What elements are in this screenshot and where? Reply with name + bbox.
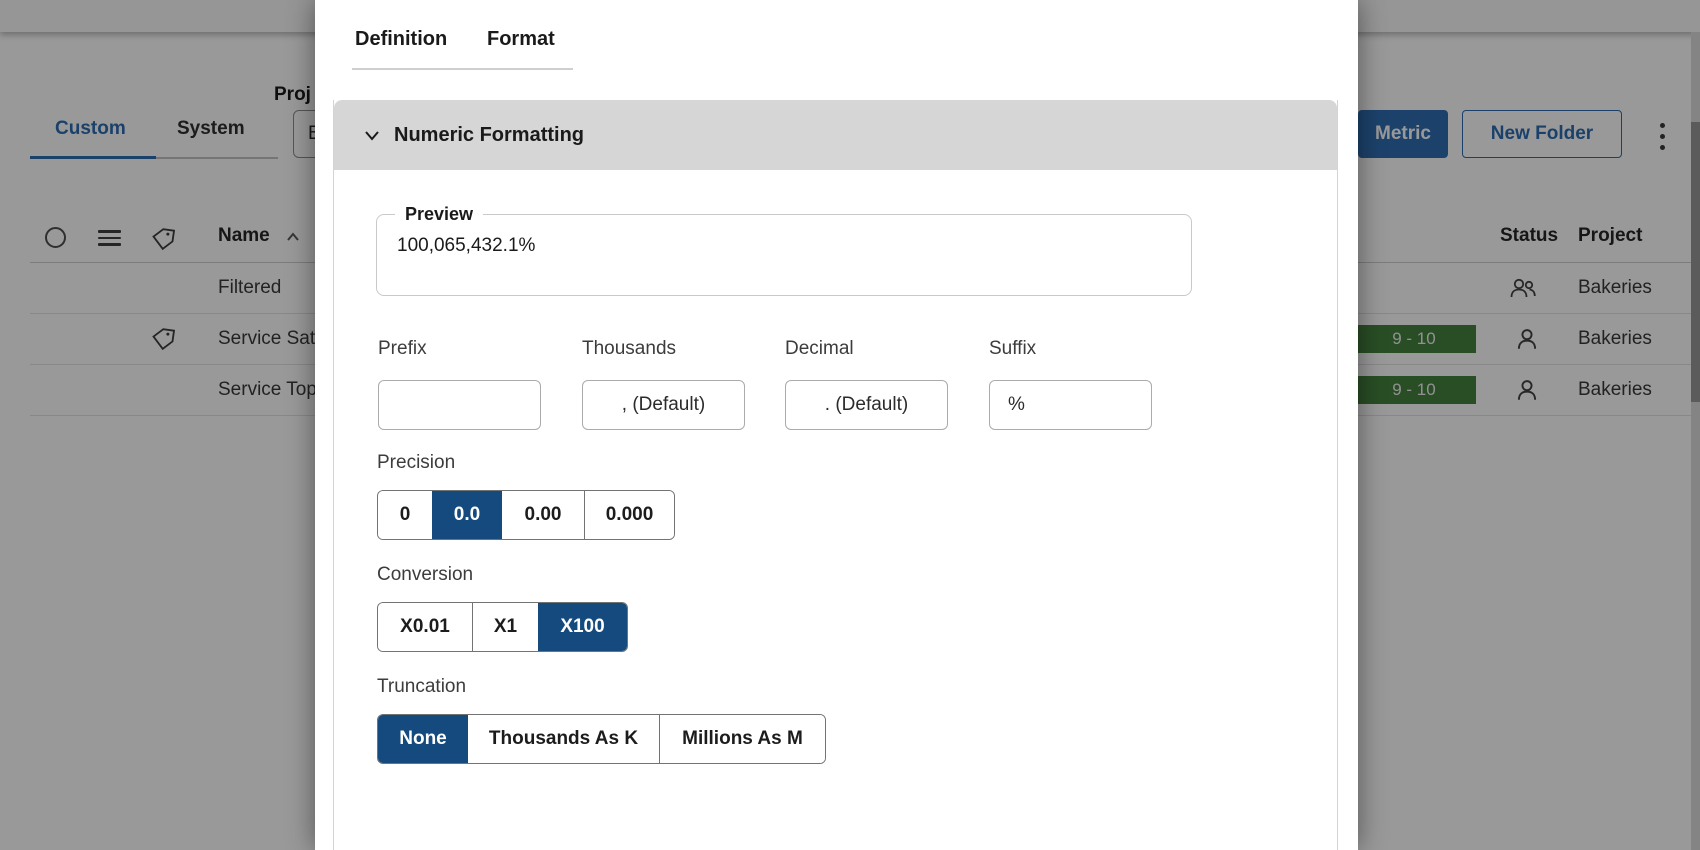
conversion-option-x100[interactable]: X100 [538,603,627,651]
tag-icon [150,326,176,352]
conversion-option-x1[interactable]: X1 [472,603,538,651]
preview-value: 100,065,432.1% [397,235,536,256]
people-icon [1508,276,1538,300]
truncation-label: Truncation [377,676,467,697]
column-header-project[interactable]: Project [1578,225,1643,246]
decimal-input[interactable] [785,380,948,430]
person-icon [1514,326,1540,352]
new-metric-button[interactable]: Metric [1358,110,1448,158]
thousands-input[interactable] [582,380,745,430]
suffix-label: Suffix [989,338,1037,359]
precision-option-0[interactable]: 0 [378,491,432,539]
row-name: Filtered [218,277,282,298]
row-name: Service Top B [218,379,335,400]
tab-format[interactable]: Format [487,28,555,50]
numeric-formatting-section: Numeric Formatting Preview 100,065,432.1… [333,100,1338,850]
prefix-label: Prefix [378,338,427,359]
metric-format-modal: Definition Format Numeric Formatting Pre… [315,0,1358,850]
precision-option-0.000[interactable]: 0.000 [584,491,674,539]
decimal-label: Decimal [785,338,854,359]
more-options-kebab-icon[interactable] [1652,112,1672,160]
thousands-label: Thousands [582,338,677,359]
person-icon [1514,377,1540,403]
chevron-down-icon [364,130,380,141]
column-header-name[interactable]: Name [218,225,270,246]
row-project: Bakeries [1578,277,1652,298]
preview-fieldset: Preview 100,065,432.1% [376,204,1192,296]
precision-control: 0 0.0 0.00 0.000 [377,490,675,540]
status-badge: 9 - 10 [1352,325,1476,353]
list-view-icon[interactable] [98,230,121,250]
numeric-formatting-header[interactable]: Numeric Formatting [334,100,1337,170]
preview-label: Preview [405,204,474,224]
precision-option-0.00[interactable]: 0.00 [502,491,584,539]
truncation-control: None Thousands As K Millions As M [377,714,826,764]
tab-bar-rule [156,157,278,159]
suffix-input[interactable] [989,380,1152,430]
project-filter-label: Proj [274,84,311,105]
tab-custom[interactable]: Custom [55,118,126,139]
conversion-option-x0.01[interactable]: X0.01 [378,603,472,651]
row-name: Service Satisf [218,328,335,349]
precision-option-0.0[interactable]: 0.0 [432,491,502,539]
status-badge: 9 - 10 [1352,376,1476,404]
truncation-option-thousands-as-k[interactable]: Thousands As K [468,715,659,763]
modal-tabs-rule [352,68,573,70]
prefix-input[interactable] [378,380,541,430]
tag-icon[interactable] [150,226,176,252]
select-all-circle[interactable] [45,227,66,248]
truncation-option-millions-as-m[interactable]: Millions As M [659,715,825,763]
new-folder-button[interactable]: New Folder [1462,110,1622,158]
conversion-label: Conversion [377,564,474,585]
conversion-control: X0.01 X1 X100 [377,602,628,652]
tab-definition[interactable]: Definition [355,28,448,50]
precision-label: Precision [377,452,456,473]
section-title: Numeric Formatting [394,123,585,146]
tab-system[interactable]: System [177,118,245,139]
column-header-status[interactable]: Status [1500,225,1559,246]
row-project: Bakeries [1578,379,1652,400]
truncation-option-none[interactable]: None [378,715,468,763]
sort-ascending-icon[interactable] [286,232,300,242]
row-project: Bakeries [1578,328,1652,349]
active-tab-underline [30,156,156,159]
page-scrollbar[interactable] [1691,32,1700,850]
